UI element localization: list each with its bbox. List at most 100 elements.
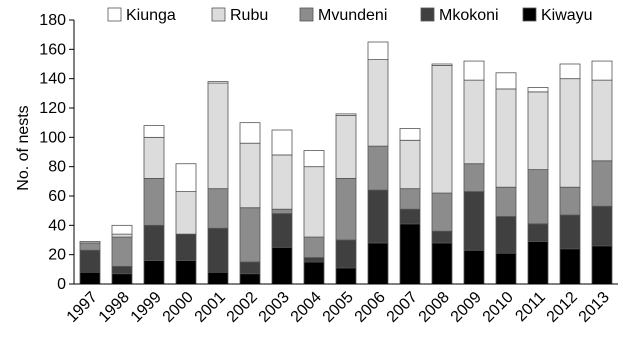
bar-segment-mkokoni-2010 bbox=[495, 216, 517, 254]
y-tick-label: 160 bbox=[39, 41, 66, 58]
bar-segment-rubu-2008 bbox=[431, 65, 453, 194]
bar-segment-rubu-2001 bbox=[207, 82, 229, 190]
bar-segment-mvundeni-2009 bbox=[463, 163, 485, 193]
bar-segment-kiwayu-2001 bbox=[207, 271, 229, 285]
bar-segment-rubu-2010 bbox=[495, 88, 517, 188]
bar-segment-mvundeni-2010 bbox=[495, 186, 517, 217]
y-tick-label: 0 bbox=[57, 276, 66, 293]
bar-segment-kiwayu-2009 bbox=[463, 249, 485, 285]
legend-label-mvundeni: Mvundeni bbox=[318, 7, 387, 24]
y-tick-label: 20 bbox=[48, 247, 66, 264]
bar-segment-rubu-2002 bbox=[239, 142, 261, 209]
bar-segment-mvundeni-2007 bbox=[399, 188, 421, 210]
bar-segment-mkokoni-2000 bbox=[175, 233, 197, 261]
x-tick-label: 2004 bbox=[288, 289, 325, 326]
bar-segment-mkokoni-2008 bbox=[431, 230, 453, 244]
bar-segment-rubu-2011 bbox=[527, 91, 549, 170]
bar-segment-mkokoni-2005 bbox=[335, 239, 357, 269]
bar-segment-kiunga-1999 bbox=[143, 125, 165, 138]
bar-segment-kiwayu-1998 bbox=[111, 273, 133, 285]
legend-swatch-kiunga bbox=[107, 7, 122, 22]
bar-segment-kiunga-2000 bbox=[175, 163, 197, 193]
x-tick-label: 2006 bbox=[352, 289, 389, 326]
x-tick-label: 1998 bbox=[96, 289, 133, 326]
bar-segment-kiunga-1998 bbox=[111, 224, 133, 235]
x-tick-label: 2003 bbox=[256, 289, 293, 326]
bar-segment-kiunga-2001 bbox=[207, 81, 229, 84]
bar-segment-kiunga-2002 bbox=[239, 122, 261, 144]
bar-segment-kiwayu-2006 bbox=[367, 242, 389, 285]
bar-segment-kiunga-2006 bbox=[367, 41, 389, 61]
y-tick-label: 120 bbox=[39, 100, 66, 117]
bar-segment-mkokoni-2009 bbox=[463, 191, 485, 251]
y-tick-label: 60 bbox=[48, 188, 66, 205]
bar-segment-kiunga-2013 bbox=[591, 60, 613, 81]
x-tick-label: 1999 bbox=[128, 289, 165, 326]
x-tick-label: 1997 bbox=[64, 289, 101, 326]
bar-segment-kiwayu-2003 bbox=[271, 246, 293, 285]
bar-segment-rubu-2006 bbox=[367, 59, 389, 147]
bar-segment-mvundeni-1997 bbox=[79, 242, 101, 251]
x-tick-label: 2001 bbox=[192, 289, 229, 326]
bar-segment-mvundeni-2008 bbox=[431, 192, 453, 232]
bar-segment-kiunga-2007 bbox=[399, 128, 421, 141]
x-tick-label: 2009 bbox=[448, 289, 485, 326]
y-tick-label: 80 bbox=[48, 159, 66, 176]
bar-segment-kiwayu-2010 bbox=[495, 252, 517, 285]
bar-segment-mvundeni-2003 bbox=[271, 208, 293, 214]
legend-swatch-kiwayu bbox=[522, 7, 537, 22]
bar-segment-kiunga-2008 bbox=[431, 63, 453, 66]
bar-segment-mvundeni-2004 bbox=[303, 236, 325, 258]
bar-segment-kiwayu-2004 bbox=[303, 261, 325, 285]
bar-segment-kiunga-2011 bbox=[527, 87, 549, 93]
bars bbox=[79, 41, 613, 285]
bar-segment-mkokoni-2012 bbox=[559, 214, 581, 250]
bar-segment-kiwayu-2005 bbox=[335, 267, 357, 285]
bar-segment-rubu-1997 bbox=[79, 241, 101, 244]
bar-segment-mkokoni-2001 bbox=[207, 227, 229, 273]
bar-segment-kiunga-2003 bbox=[271, 129, 293, 156]
bar-segment-mvundeni-2005 bbox=[335, 177, 357, 241]
x-tick-label: 2008 bbox=[416, 289, 453, 326]
bar-segment-kiunga-2009 bbox=[463, 60, 485, 81]
bar-segment-mkokoni-2006 bbox=[367, 189, 389, 244]
x-tick-label: 2002 bbox=[224, 289, 261, 326]
legend-label-kiunga: Kiunga bbox=[126, 7, 176, 24]
bar-segment-kiwayu-2013 bbox=[591, 245, 613, 285]
bar-segment-kiunga-2010 bbox=[495, 72, 517, 90]
bar-segment-kiunga-2012 bbox=[559, 63, 581, 80]
bar-segment-mvundeni-2002 bbox=[239, 207, 261, 263]
y-axis: 0 20 40 60 80 100 120 140 160 180 bbox=[39, 12, 75, 293]
bar-segment-kiwayu-2008 bbox=[431, 242, 453, 285]
bar-segment-mkokoni-1999 bbox=[143, 224, 165, 261]
bar-segment-rubu-1998 bbox=[111, 233, 133, 238]
bar-segment-rubu-2004 bbox=[303, 166, 325, 238]
legend-label-mkokoni: Mkokoni bbox=[439, 7, 499, 24]
bar-segment-mkokoni-2004 bbox=[303, 257, 325, 263]
legend-swatch-mvundeni bbox=[299, 7, 314, 22]
bar-segment-mkokoni-1997 bbox=[79, 249, 101, 273]
bar-segment-rubu-2009 bbox=[463, 79, 485, 165]
bar-segment-mvundeni-2013 bbox=[591, 160, 613, 207]
y-tick-label: 40 bbox=[48, 217, 66, 234]
bar-segment-mkokoni-2003 bbox=[271, 213, 293, 248]
legend: Kiunga Rubu Mvundeni Mkokoni Kiwayu bbox=[107, 7, 593, 24]
bar-segment-mkokoni-1998 bbox=[111, 265, 133, 275]
bar-segment-kiwayu-2012 bbox=[559, 248, 581, 285]
legend-swatch-rubu bbox=[211, 7, 226, 22]
bar-segment-kiwayu-2000 bbox=[175, 260, 197, 285]
x-tick-label: 2011 bbox=[512, 289, 548, 325]
bar-segment-mvundeni-1999 bbox=[143, 177, 165, 226]
y-axis-title: No. of nests bbox=[15, 105, 32, 190]
y-tick-label: 140 bbox=[39, 71, 66, 88]
bar-segment-kiunga-2004 bbox=[303, 150, 325, 168]
bar-segment-mkokoni-2002 bbox=[239, 261, 261, 275]
x-tick-label: 2000 bbox=[160, 289, 197, 326]
bar-segment-rubu-2000 bbox=[175, 191, 197, 235]
bar-segment-mvundeni-2012 bbox=[559, 186, 581, 216]
bar-segment-rubu-2005 bbox=[335, 114, 357, 179]
bar-segment-rubu-2007 bbox=[399, 139, 421, 190]
bar-segment-mkokoni-2007 bbox=[399, 208, 421, 225]
x-tick-label: 2007 bbox=[384, 289, 421, 326]
